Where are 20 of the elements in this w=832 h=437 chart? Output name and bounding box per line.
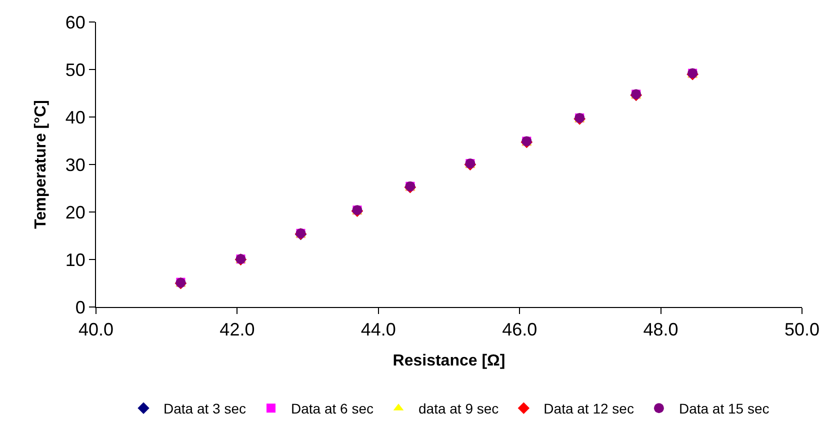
legend-label: Data at 15 sec (678, 400, 770, 417)
legend-label: Data at 6 sec (291, 400, 374, 417)
x-tick-label: 48.0 (643, 320, 678, 340)
y-tick-label: 0 (75, 297, 86, 318)
x-tick-label: 40.0 (78, 320, 114, 340)
y-tick-label: 20 (65, 202, 86, 222)
y-tick-label: 30 (65, 154, 86, 175)
legend-label: Data at 12 sec (544, 400, 634, 417)
x-tick-label: 44.0 (360, 320, 396, 340)
legend-label: Data at 3 sec (164, 400, 246, 417)
y-tick-label: 60 (65, 12, 86, 32)
x-tick-label: 42.0 (220, 320, 255, 340)
y-tick-label: 50 (65, 60, 86, 80)
y-tick-label: 40 (65, 107, 86, 128)
legend-label: data at 9 sec (418, 400, 499, 417)
x-tick-label: 50.0 (784, 320, 820, 340)
x-axis-title: Resistance [Ω] (392, 352, 506, 370)
x-tick-label: 46.0 (502, 320, 538, 340)
y-axis-title: Temperature [°C] (32, 100, 50, 229)
y-tick-label: 10 (65, 250, 86, 270)
